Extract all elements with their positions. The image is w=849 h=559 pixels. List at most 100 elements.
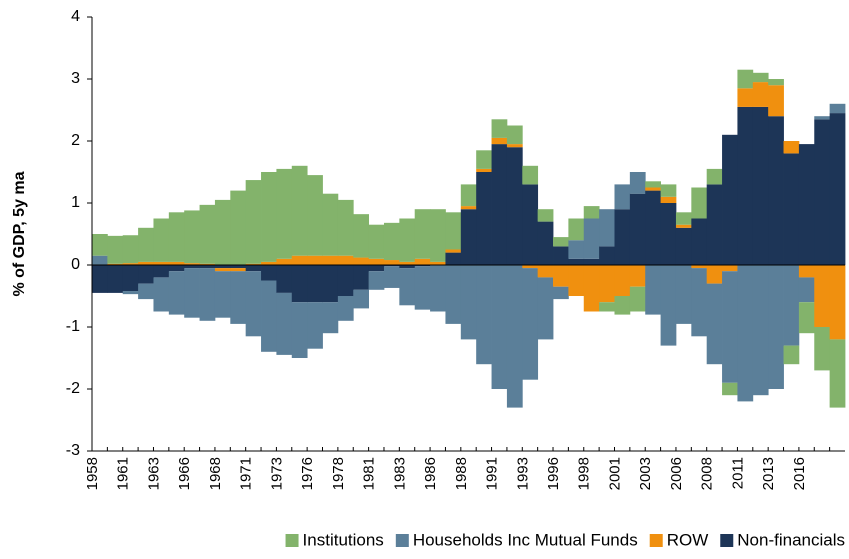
bar-segment: [322, 193, 339, 256]
bar-segment: [353, 257, 370, 265]
bar-segment: [553, 246, 569, 265]
bar-segment: [537, 209, 554, 222]
bar-segment: [107, 235, 124, 264]
bar-segment: [322, 302, 339, 334]
x-tick-label: 2011: [729, 457, 746, 489]
bar-segment: [752, 72, 769, 83]
bar-segment: [553, 265, 569, 287]
bar-segment: [829, 265, 846, 340]
bar-segment: [414, 265, 431, 267]
bar-segment: [537, 277, 554, 340]
bar-segment: [276, 292, 293, 355]
bar-segment: [476, 168, 492, 172]
bar-segment: [737, 106, 754, 266]
bar-segment: [660, 203, 677, 265]
bar-segment: [522, 165, 539, 185]
bar-segment: [599, 265, 615, 303]
bar-segment: [184, 263, 200, 265]
bar-segment: [383, 265, 400, 267]
y-tick-label: 2: [71, 132, 80, 149]
bar-segment: [506, 147, 523, 265]
bar-segment: [722, 134, 738, 265]
bar-segment: [261, 280, 277, 352]
bar-segment: [414, 209, 431, 259]
bars: [92, 69, 846, 408]
bar-segment: [814, 265, 831, 327]
bar-segment: [368, 224, 385, 259]
bar-segment: [737, 265, 754, 402]
bar-segment: [768, 79, 784, 86]
bar-segment: [645, 187, 661, 191]
bar-segment: [445, 212, 462, 250]
bar-segment: [783, 141, 800, 154]
bar-segment: [245, 263, 262, 265]
bar-segment: [153, 277, 170, 312]
bar-segment: [199, 268, 216, 321]
bar-segment: [214, 271, 231, 318]
bar-segment: [783, 153, 800, 265]
bar-segment: [261, 265, 277, 281]
bar-segment: [614, 209, 631, 265]
bar-segment: [629, 286, 646, 312]
bar-segment: [706, 283, 723, 365]
bar-segment: [276, 168, 293, 259]
bar-segment: [291, 255, 308, 265]
bar-segment: [706, 184, 723, 265]
bar-segment: [768, 116, 784, 265]
bar-segment: [307, 255, 323, 265]
x-tick-label: 1978: [330, 457, 347, 490]
bar-segment: [752, 265, 769, 396]
legend-swatch: [649, 534, 663, 547]
bar-segment: [138, 265, 154, 284]
bar-segment: [368, 265, 385, 272]
legend-label: Institutions: [303, 530, 384, 549]
bar-segment: [568, 265, 585, 296]
legend-label: Non-financials: [737, 530, 845, 549]
y-tick-label: -1: [66, 318, 80, 335]
bar-segment: [199, 265, 216, 269]
x-tick-label: 1983: [391, 457, 408, 490]
bar-segment: [798, 144, 815, 265]
bar-segment: [337, 255, 354, 265]
y-tick-label: -2: [66, 380, 80, 397]
bar-segment: [660, 265, 677, 346]
x-tick-label: 1981: [361, 457, 378, 490]
bar-segment: [722, 265, 738, 272]
bar-segment: [291, 302, 308, 358]
y-tick-label: 3: [71, 70, 80, 87]
bar-segment: [245, 180, 262, 264]
bar-segment: [230, 268, 247, 272]
bar-segment: [568, 240, 585, 259]
bar-segment: [430, 265, 446, 312]
bar-segment: [522, 268, 539, 380]
bar-segment: [537, 221, 554, 265]
bar-segment: [752, 82, 769, 107]
bar-segment: [553, 237, 569, 247]
bar-segment: [261, 172, 277, 262]
bar-segment: [184, 265, 200, 269]
bar-segment: [829, 339, 846, 408]
bar-segment: [553, 286, 569, 300]
bar-segment: [599, 246, 615, 265]
bar-segment: [291, 265, 308, 303]
bar-segment: [460, 184, 477, 207]
bar-segment: [383, 222, 400, 261]
x-tick-label: 1976: [299, 457, 316, 490]
bar-segment: [153, 261, 170, 265]
bar-segment: [245, 265, 262, 272]
bar-segment: [122, 263, 139, 265]
bar-segment: [814, 327, 831, 371]
bar-segment: [583, 265, 600, 312]
x-tick-label: 1986: [422, 457, 439, 490]
bar-segment: [353, 265, 370, 290]
bar-segment: [675, 224, 692, 228]
x-tick-label: 1971: [238, 457, 255, 490]
bar-segment: [491, 144, 508, 265]
bar-segment: [445, 249, 462, 253]
legend: Institutions Households Inc Mutual Funds R…: [285, 530, 845, 549]
x-tick-label: 1973: [268, 457, 285, 490]
bar-segment: [583, 218, 600, 259]
bar-segment: [276, 265, 293, 293]
bar-segment: [168, 271, 185, 315]
y-tick-label: -3: [66, 442, 80, 459]
